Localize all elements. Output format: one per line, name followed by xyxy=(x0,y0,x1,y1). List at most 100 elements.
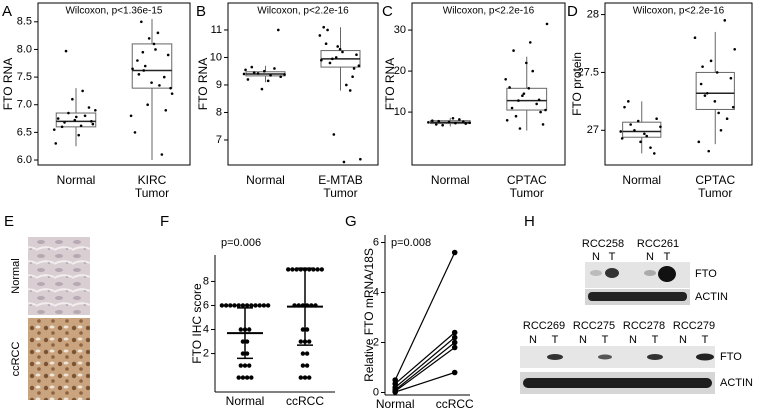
band xyxy=(644,270,656,276)
pair-line xyxy=(394,332,456,385)
y-tick-label: 7.5 xyxy=(17,71,32,83)
y-tick-label: 11 xyxy=(211,24,222,36)
data-point xyxy=(447,120,451,124)
annotation: p=0.006 xyxy=(221,237,261,249)
data-point xyxy=(336,45,339,48)
sample-label: RCC278 xyxy=(623,320,665,332)
x-tick-label: Normal xyxy=(56,173,96,187)
y-tick-label: 27.5 xyxy=(578,66,599,78)
panel-letter: D xyxy=(567,3,578,20)
data-point xyxy=(352,67,356,70)
data-point xyxy=(244,351,250,356)
data-point xyxy=(232,303,237,308)
data-point xyxy=(164,108,168,112)
data-point xyxy=(717,111,720,115)
chart-title: Wilcoxon, p<2.2e-16 xyxy=(633,6,725,17)
data-point xyxy=(131,67,134,71)
data-point xyxy=(331,57,334,61)
data-point xyxy=(300,351,306,356)
data-point xyxy=(701,65,704,68)
data-point xyxy=(90,120,93,123)
plot-frame xyxy=(227,2,379,166)
data-point xyxy=(462,120,465,123)
y-tick-label: 6.5 xyxy=(17,126,32,138)
row-label: FTO xyxy=(720,351,742,363)
data-point xyxy=(64,49,68,53)
lane-label: T xyxy=(602,334,609,346)
y-axis-label: Relative FTO mRNA/18S xyxy=(362,248,376,382)
data-point xyxy=(223,303,229,308)
data-point xyxy=(304,363,310,368)
pair-line xyxy=(394,347,456,392)
data-point xyxy=(522,92,526,95)
lane-label: T xyxy=(702,334,709,346)
sample-label: RCC258 xyxy=(582,238,624,250)
lane-label: T xyxy=(652,334,659,346)
plot-frame xyxy=(604,2,753,166)
box xyxy=(622,121,662,138)
chart-title: Wilcoxon, p<1.36e-15 xyxy=(65,6,162,17)
band xyxy=(658,266,676,282)
y-tick-label: 6.0 xyxy=(17,154,32,166)
band xyxy=(590,270,602,276)
chart-title: Wilcoxon, p<2.2e-16 xyxy=(443,6,535,17)
data-point xyxy=(451,334,458,341)
data-point xyxy=(643,132,646,136)
data-point xyxy=(252,71,256,74)
data-point xyxy=(528,41,532,44)
data-point xyxy=(219,303,225,308)
data-point xyxy=(633,128,636,132)
data-point xyxy=(238,327,243,332)
y-tick-label: 9 xyxy=(216,79,222,91)
x-tick-label: CPTAC Tumor xyxy=(506,173,547,200)
x-tick-label: Normal xyxy=(246,173,285,187)
data-point xyxy=(703,94,707,97)
data-point xyxy=(705,91,709,95)
sample-label: RCC279 xyxy=(673,320,715,332)
histology-image xyxy=(28,237,90,315)
data-point xyxy=(77,133,81,137)
y-tick-label: 6 xyxy=(203,299,209,311)
band xyxy=(605,268,619,278)
data-point xyxy=(247,363,252,368)
data-point xyxy=(431,119,434,123)
data-point xyxy=(283,73,286,76)
box xyxy=(506,87,548,111)
data-point xyxy=(242,72,246,76)
x-tick-label: Normal xyxy=(430,173,470,187)
data-point xyxy=(261,303,267,308)
data-point xyxy=(246,78,250,81)
pair-line xyxy=(394,342,456,391)
sample-label: RCC269 xyxy=(523,320,565,332)
data-point xyxy=(351,75,354,79)
y-tick-label: 4 xyxy=(203,323,209,335)
panel-letter: E xyxy=(4,213,14,230)
data-point xyxy=(240,303,246,308)
data-point xyxy=(434,123,438,126)
band xyxy=(696,353,714,361)
lane-label: T xyxy=(552,334,559,346)
x-tick-label: Normal xyxy=(622,173,662,187)
y-axis-label: FTO RNA xyxy=(383,58,397,110)
data-point xyxy=(355,53,358,57)
data-point xyxy=(709,59,713,63)
y-tick-label: 30 xyxy=(394,24,406,36)
data-point xyxy=(240,339,246,344)
data-point xyxy=(154,48,157,51)
data-point xyxy=(158,84,161,87)
data-point xyxy=(240,351,246,356)
data-point xyxy=(54,142,58,145)
data-point xyxy=(514,114,518,118)
y-axis-label: FTO RNA xyxy=(1,58,15,110)
y-axis-label: FTO RNA xyxy=(196,58,210,110)
data-point xyxy=(512,49,515,52)
y-tick-label: 2 xyxy=(373,336,379,348)
panel-letter: H xyxy=(524,213,535,230)
panel-letter: C xyxy=(382,3,393,20)
panel-letter: F xyxy=(160,213,169,230)
data-point xyxy=(304,327,310,332)
data-point xyxy=(146,103,149,107)
data-point xyxy=(636,119,640,123)
data-point xyxy=(160,153,164,156)
plot-frame xyxy=(37,2,191,166)
